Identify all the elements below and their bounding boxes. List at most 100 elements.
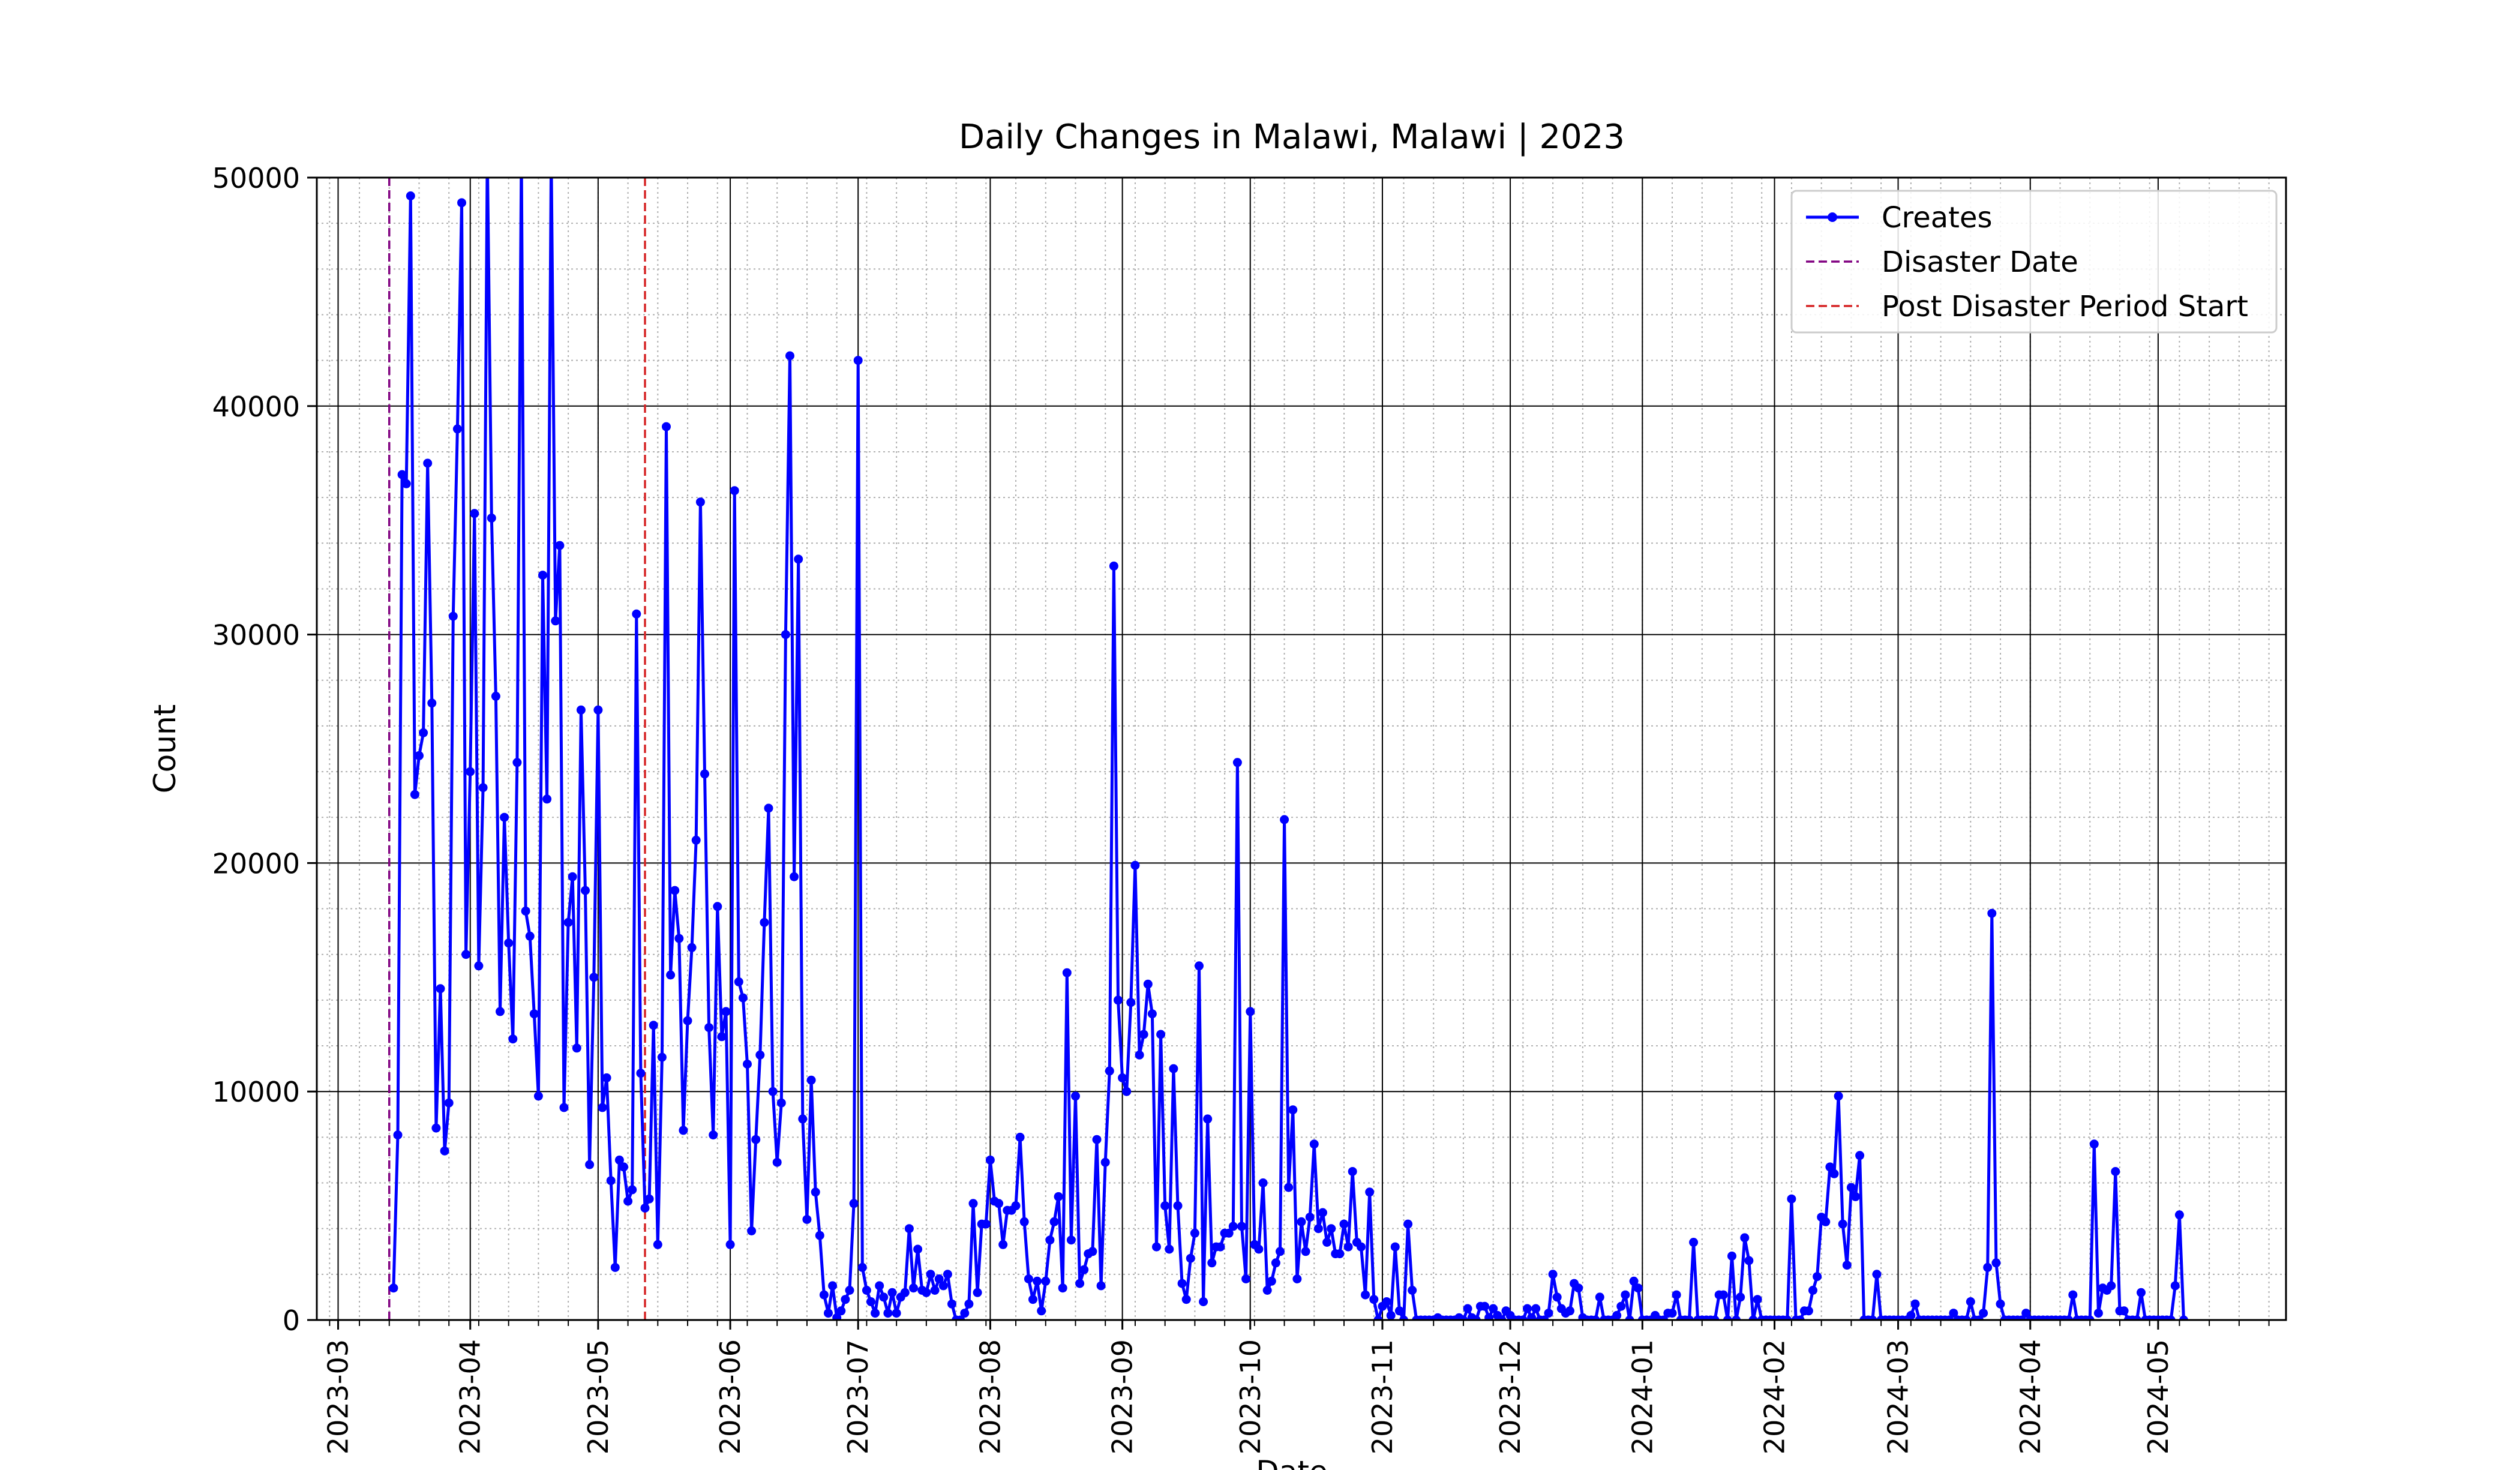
- data-point: [1736, 1292, 1745, 1302]
- data-point: [2132, 1315, 2141, 1320]
- x-tick-label: 2023-06: [714, 1339, 746, 1454]
- data-point: [1732, 1315, 1741, 1320]
- data-point: [1195, 961, 1204, 971]
- data-point: [1518, 1315, 1528, 1320]
- data-point: [1565, 1306, 1574, 1316]
- data-point: [1186, 1253, 1195, 1263]
- data-point: [1949, 1309, 1958, 1318]
- data-point: [1846, 1183, 1856, 1192]
- data-point: [508, 1034, 518, 1044]
- data-point: [730, 486, 739, 496]
- data-point: [521, 906, 530, 916]
- data-point: [1399, 1315, 1408, 1320]
- data-point: [926, 1270, 935, 1279]
- data-point: [704, 1023, 714, 1033]
- data-point: [670, 886, 680, 895]
- data-point: [2166, 1315, 2176, 1320]
- data-point: [1271, 1258, 1280, 1268]
- data-point: [2137, 1288, 2146, 1297]
- data-point: [968, 1199, 978, 1208]
- x-tick-label: 2023-08: [974, 1339, 1006, 1454]
- data-point: [1322, 1238, 1332, 1247]
- data-point: [1748, 1315, 1758, 1320]
- data-point: [593, 705, 603, 715]
- data-point: [1983, 1262, 1993, 1272]
- data-point: [1130, 860, 1140, 870]
- data-point: [836, 1306, 846, 1316]
- legend: Creates Disaster Date Post Disaster Period…: [1790, 190, 2278, 334]
- data-point: [695, 497, 705, 507]
- data-point: [389, 1283, 398, 1293]
- data-point: [1727, 1251, 1736, 1261]
- x-tick-label: 2023-10: [1234, 1339, 1267, 1454]
- data-point: [1139, 1030, 1148, 1039]
- data-point: [496, 1007, 505, 1016]
- data-point: [866, 1297, 875, 1306]
- data-point: [1386, 1310, 1396, 1320]
- y-tick-label: 50000: [212, 162, 300, 194]
- data-point: [913, 1244, 923, 1254]
- legend-swatch-marker: [1828, 212, 1837, 222]
- data-point: [1689, 1238, 1699, 1247]
- x-tick-label: 2023-03: [322, 1339, 355, 1454]
- data-point: [1868, 1315, 1877, 1320]
- data-point: [2064, 1315, 2074, 1320]
- data-point: [1855, 1151, 1865, 1160]
- data-point: [1961, 1315, 1971, 1320]
- data-point: [393, 1130, 403, 1140]
- data-point: [904, 1224, 914, 1234]
- y-tick-label: 10000: [212, 1076, 300, 1108]
- data-point: [862, 1286, 871, 1295]
- data-point: [1373, 1315, 1383, 1320]
- data-point: [1574, 1283, 1583, 1293]
- data-point: [1408, 1286, 1417, 1295]
- data-point: [1126, 998, 1136, 1007]
- data-point: [581, 886, 590, 895]
- data-point: [772, 1157, 782, 1167]
- data-point: [457, 198, 466, 208]
- data-point: [909, 1283, 918, 1293]
- data-point: [721, 1007, 731, 1016]
- data-point: [529, 1009, 539, 1019]
- data-point: [1783, 1315, 1792, 1320]
- y-tick-label: 0: [283, 1304, 300, 1337]
- data-point: [1463, 1304, 1472, 1313]
- data-point: [1207, 1258, 1217, 1268]
- data-point: [606, 1176, 616, 1186]
- data-point: [1122, 1087, 1132, 1096]
- x-tick-label: 2024-05: [2142, 1339, 2174, 1454]
- data-point: [679, 1126, 688, 1135]
- data-point: [415, 751, 424, 760]
- y-tick-label: 30000: [212, 619, 300, 652]
- data-point: [419, 728, 428, 737]
- data-point: [1595, 1292, 1604, 1302]
- data-point: [738, 993, 748, 1003]
- data-point: [1872, 1270, 1882, 1279]
- data-point: [798, 1114, 808, 1124]
- data-point: [1190, 1228, 1199, 1238]
- data-point: [1625, 1315, 1634, 1320]
- data-point: [1054, 1192, 1063, 1201]
- data-point: [466, 767, 475, 776]
- data-point: [683, 1016, 692, 1025]
- data-point: [687, 943, 697, 952]
- data-point: [1177, 1279, 1187, 1288]
- data-point: [2021, 1309, 2031, 1318]
- data-point: [828, 1281, 838, 1291]
- data-point: [491, 691, 500, 701]
- data-point: [755, 1050, 765, 1060]
- data-point: [533, 1091, 543, 1101]
- data-point: [1672, 1290, 1681, 1300]
- data-point: [406, 191, 415, 200]
- data-point: [563, 917, 573, 927]
- data-point: [1160, 1201, 1170, 1211]
- data-point: [1382, 1297, 1391, 1306]
- data-point: [857, 1262, 867, 1272]
- data-point: [1037, 1306, 1046, 1316]
- data-point: [1484, 1313, 1494, 1320]
- data-point: [1365, 1187, 1375, 1197]
- data-point: [1092, 1135, 1102, 1144]
- data-point: [461, 950, 471, 959]
- data-point: [700, 769, 709, 779]
- data-point: [1262, 1286, 1272, 1295]
